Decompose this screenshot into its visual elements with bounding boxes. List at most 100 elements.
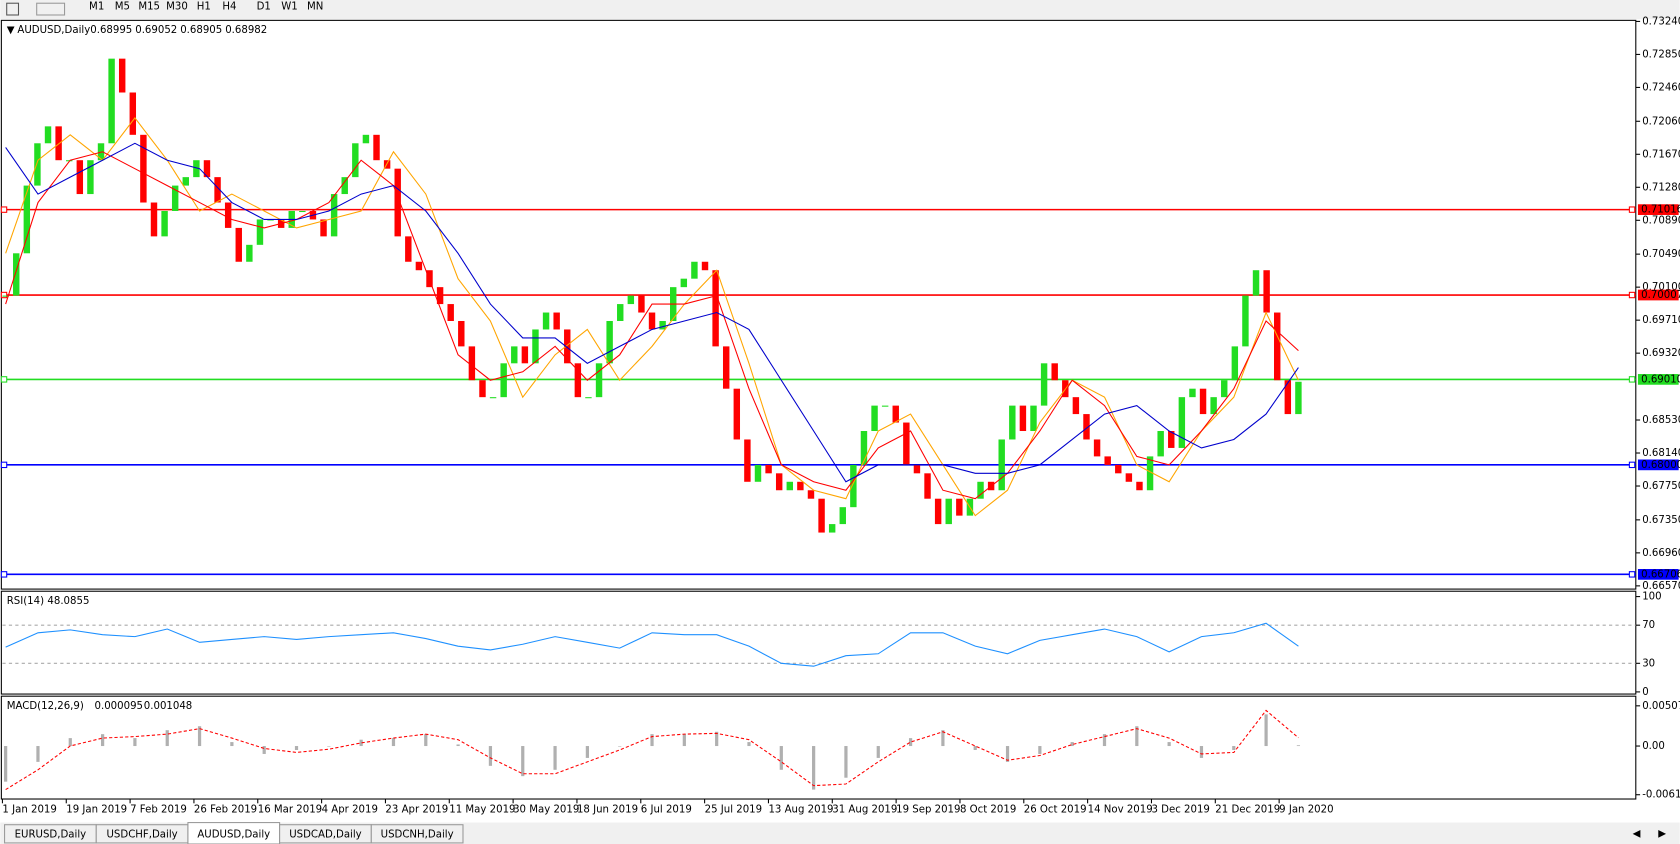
- candle: [564, 329, 571, 364]
- candle: [214, 177, 221, 203]
- level-handle[interactable]: [0, 376, 8, 383]
- candle: [977, 481, 984, 499]
- timeframe-button[interactable]: W1: [281, 1, 298, 12]
- candle: [171, 185, 179, 211]
- candle: [1104, 456, 1111, 465]
- candle: [807, 490, 815, 499]
- candle: [1115, 464, 1122, 474]
- macd-bar: [165, 730, 169, 747]
- candle: [1178, 397, 1186, 448]
- macd-bar: [747, 742, 751, 747]
- level-handle[interactable]: [1628, 291, 1636, 299]
- candle: [1199, 388, 1207, 415]
- candle: [1189, 388, 1196, 398]
- rsi-title: RSI(14): [7, 596, 44, 607]
- y-tick-label: 0.66570: [1642, 581, 1680, 592]
- level-handle[interactable]: [0, 206, 8, 213]
- candle: [203, 160, 211, 178]
- level-handle[interactable]: [0, 461, 8, 469]
- level-handle[interactable]: [0, 291, 8, 299]
- macd-bar: [488, 746, 493, 766]
- chart-title: AUDUSD,Daily: [17, 25, 90, 36]
- tab-label[interactable]: USDCAD,Daily: [289, 829, 362, 840]
- candle: [76, 160, 84, 195]
- scroll-arrow[interactable]: ◀: [1633, 828, 1641, 839]
- candle: [722, 346, 730, 389]
- x-tick-label: 14 Nov 2019: [1088, 805, 1153, 816]
- timeframe-button[interactable]: H4: [222, 1, 236, 12]
- scroll-arrow[interactable]: ▶: [1658, 828, 1666, 839]
- timeframe-button[interactable]: D1: [257, 1, 271, 12]
- level-label: 0.68000: [1641, 460, 1680, 471]
- rsi-line: [5, 622, 1299, 667]
- macd-bar: [1070, 742, 1074, 747]
- x-tick-label: 25 Jul 2019: [705, 805, 762, 816]
- tab-label[interactable]: AUDUSD,Daily: [197, 829, 270, 840]
- candle: [765, 464, 772, 474]
- candle: [140, 134, 147, 203]
- y-tick-label: 100: [1642, 592, 1661, 603]
- timeframe-button[interactable]: M5: [115, 1, 130, 12]
- y-tick-label: 70: [1642, 620, 1655, 631]
- tab-label[interactable]: EURUSD,Daily: [15, 829, 87, 840]
- x-tick-label: 26 Oct 2019: [1024, 805, 1087, 816]
- macd-bar: [1005, 746, 1010, 762]
- level-handle[interactable]: [0, 571, 8, 578]
- candle: [595, 363, 603, 398]
- candle: [648, 312, 656, 330]
- macd-bar: [908, 738, 913, 747]
- candle: [108, 58, 115, 144]
- macd-bar: [391, 738, 396, 747]
- quote-value: 0.69052: [135, 25, 177, 36]
- candle: [691, 261, 698, 279]
- candle: [585, 397, 592, 399]
- candle: [828, 524, 836, 533]
- macd-bar: [779, 746, 783, 770]
- tab-label[interactable]: USDCHF,Daily: [106, 829, 177, 840]
- candle: [638, 295, 645, 313]
- x-tick-label: 1 Jan 2019: [2, 805, 56, 816]
- candle: [320, 219, 327, 237]
- macd-bar: [618, 746, 622, 747]
- level-label: 0.66706: [1641, 569, 1680, 580]
- timeframe-button[interactable]: M15: [138, 1, 160, 12]
- candle: [775, 473, 783, 491]
- level-label-box: [1637, 204, 1679, 215]
- level-handle[interactable]: [1628, 461, 1636, 469]
- tab-label[interactable]: USDCNH,Daily: [381, 829, 454, 840]
- candle: [246, 244, 253, 262]
- macd-bar: [36, 746, 40, 762]
- timeframe-button[interactable]: H1: [197, 1, 211, 12]
- level-label-box: [1637, 459, 1679, 471]
- tab[interactable]: [370, 824, 464, 844]
- macd-bar: [812, 746, 816, 790]
- x-tick-label: 6 Jul 2019: [641, 805, 692, 816]
- level-handle[interactable]: [1628, 571, 1636, 578]
- x-tick-label: 23 Apr 2019: [385, 805, 448, 816]
- timeframe-button[interactable]: M1: [89, 1, 104, 12]
- moving-average: [5, 151, 1299, 500]
- x-tick-label: 16 Mar 2019: [258, 805, 322, 816]
- x-tick-label: 26 Feb 2019: [194, 805, 257, 816]
- tool-icon[interactable]: [36, 2, 66, 16]
- level-handle[interactable]: [1628, 376, 1636, 383]
- timeframe-button[interactable]: MN: [307, 1, 323, 12]
- timeframe-button[interactable]: M30: [166, 1, 188, 12]
- candle: [1125, 473, 1133, 482]
- candle: [553, 312, 560, 330]
- candle: [235, 227, 242, 262]
- moving-average: [5, 117, 1299, 517]
- tool-icon[interactable]: [6, 2, 20, 16]
- menu-arrow[interactable]: ▼: [7, 25, 15, 36]
- level-handle[interactable]: [1628, 206, 1636, 213]
